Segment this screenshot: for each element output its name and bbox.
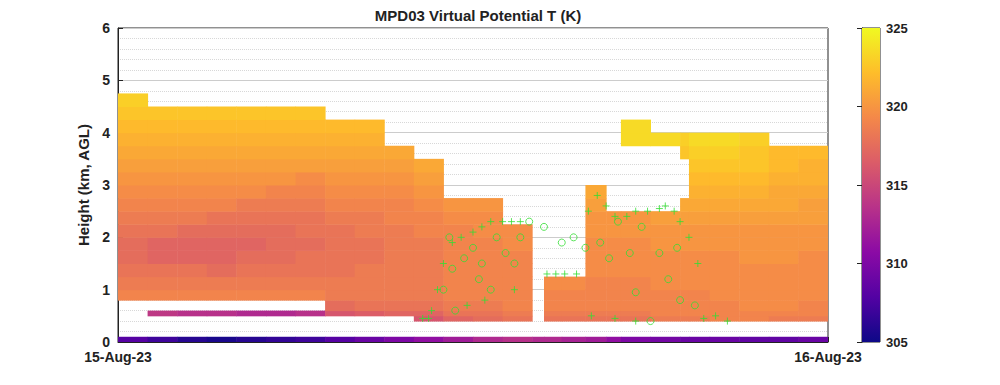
svg-text:315: 315 [886,178,908,193]
svg-text:320: 320 [886,99,908,114]
svg-text:305: 305 [886,335,908,350]
svg-text:1: 1 [102,282,110,298]
svg-text:325: 325 [886,21,908,36]
svg-text:4: 4 [102,125,110,141]
svg-text:15-Aug-23: 15-Aug-23 [84,349,152,365]
svg-text:5: 5 [102,72,110,88]
svg-text:16-Aug-23: 16-Aug-23 [794,349,862,365]
svg-text:3: 3 [102,177,110,193]
svg-text:MPD03 Virtual Potential T (K): MPD03 Virtual Potential T (K) [375,7,581,24]
svg-text:Height (km, AGL): Height (km, AGL) [75,124,92,246]
svg-text:310: 310 [886,256,908,271]
svg-text:0: 0 [102,334,110,350]
svg-text:2: 2 [102,229,110,245]
svg-text:6: 6 [102,20,110,36]
